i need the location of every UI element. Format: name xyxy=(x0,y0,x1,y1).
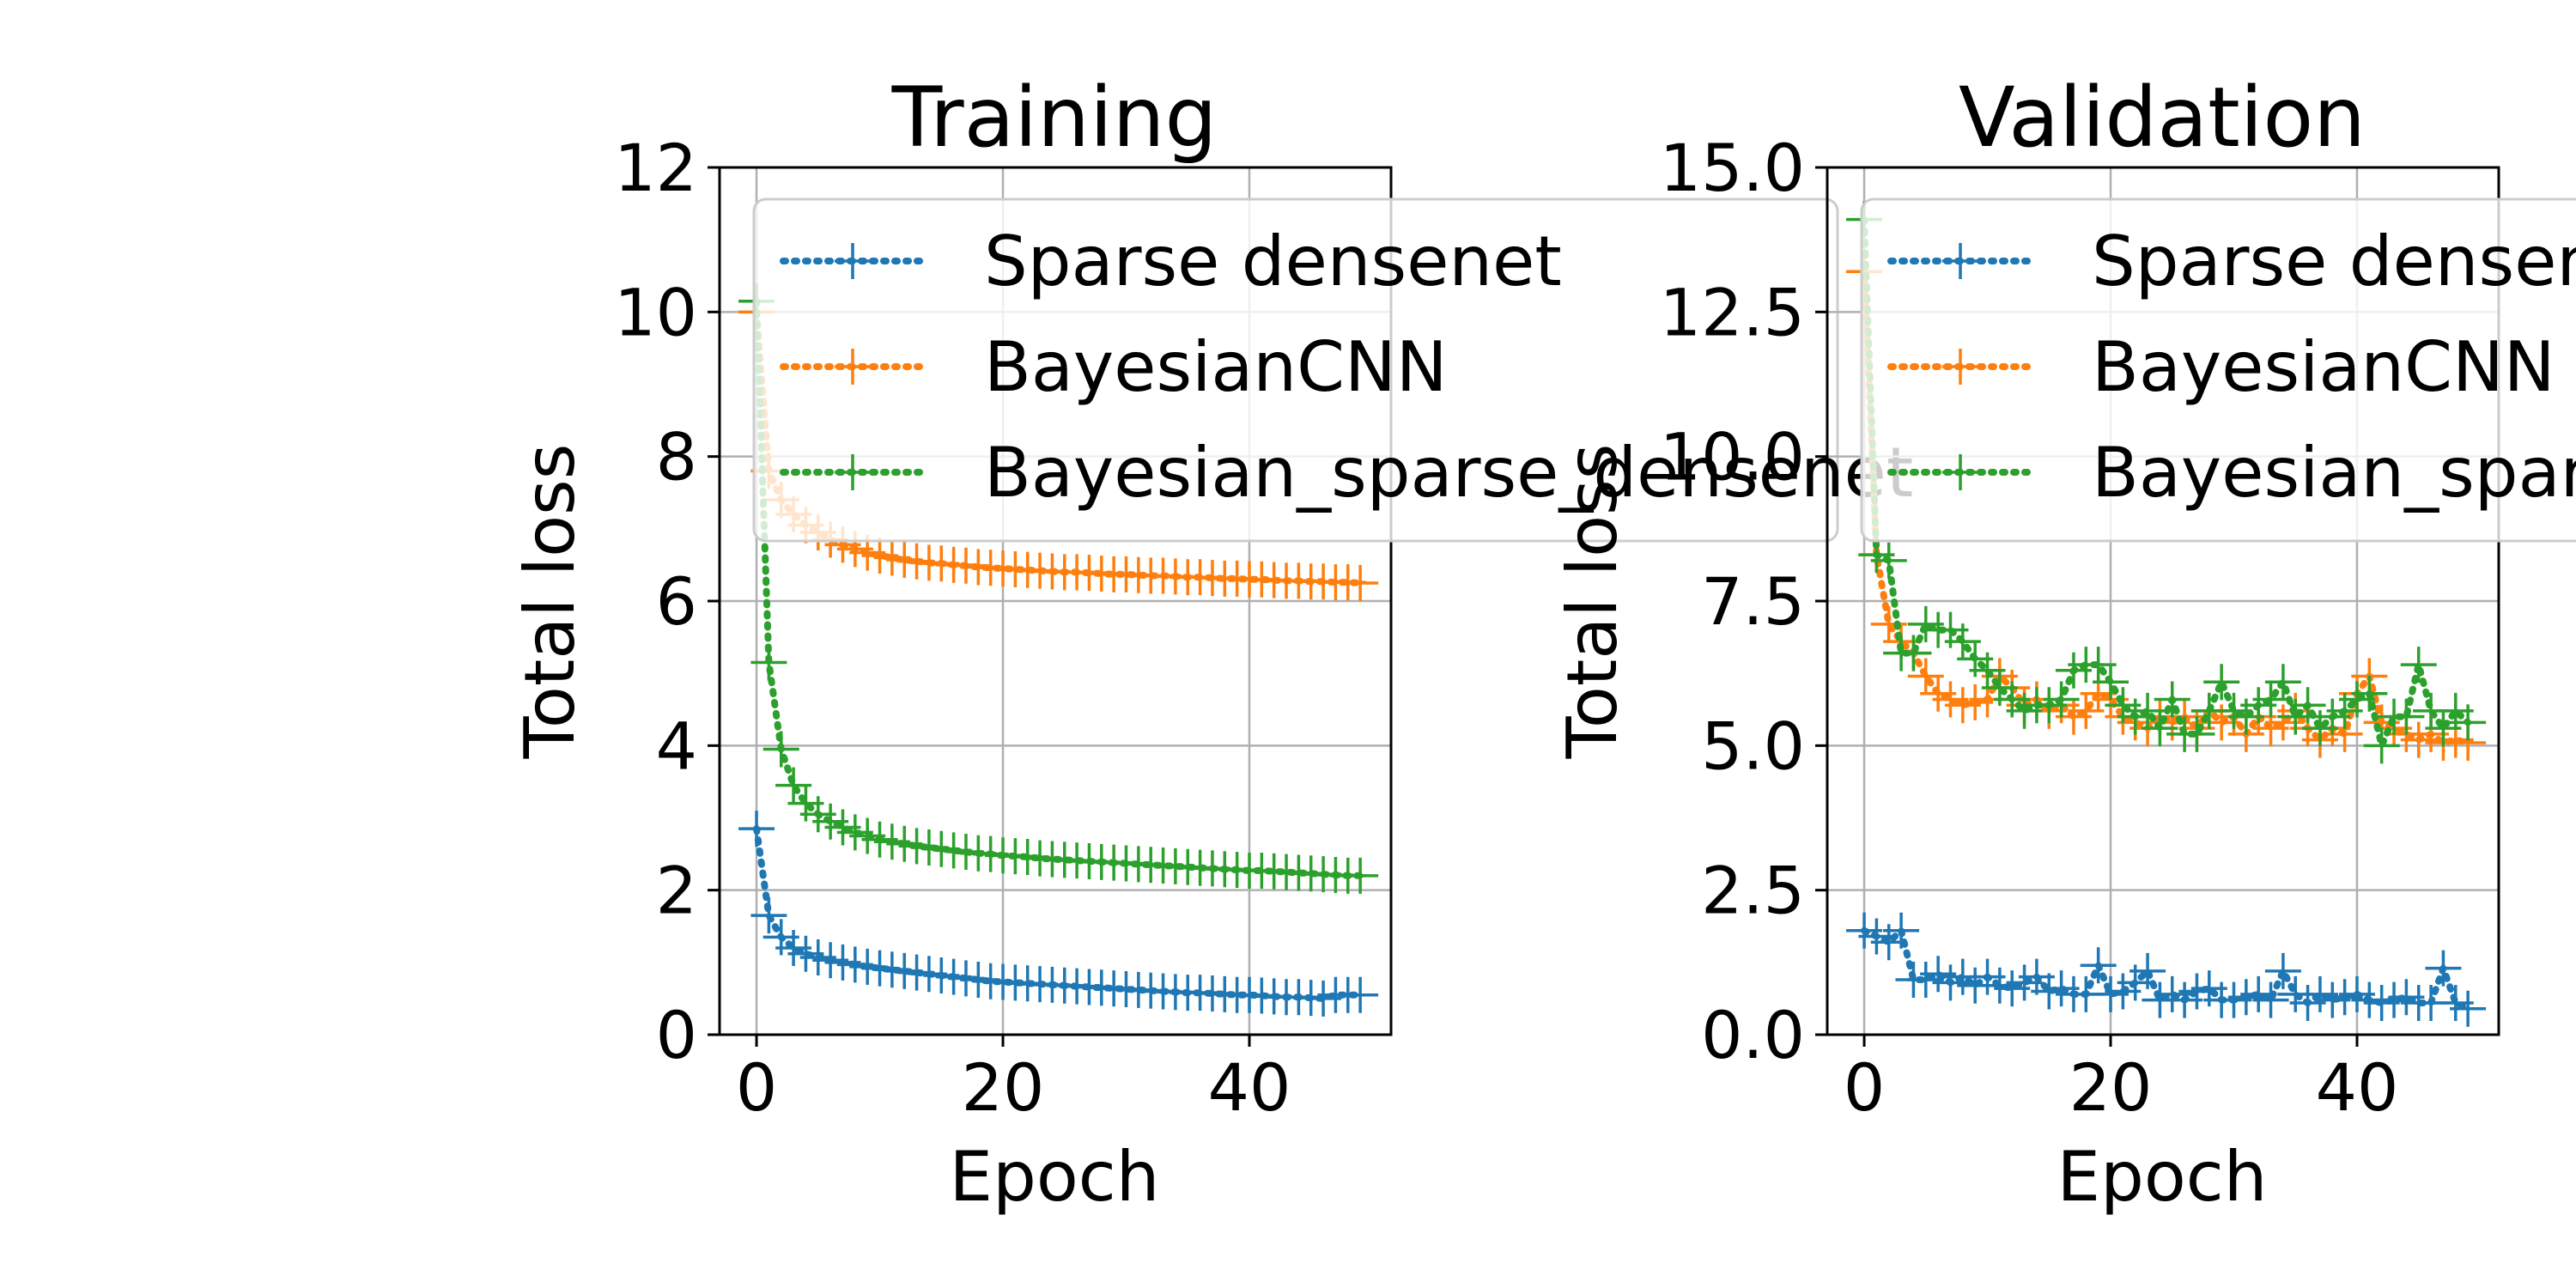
x-tick-label: 40 xyxy=(1208,1049,1291,1126)
y-tick-label: 10.0 xyxy=(1660,419,1805,495)
y-tick-label: 15.0 xyxy=(1660,130,1805,206)
data-point xyxy=(2351,675,2388,712)
y-axis-label: Total loss xyxy=(510,444,590,760)
data-point xyxy=(2178,715,2215,752)
data-point xyxy=(2450,990,2487,1027)
data-point xyxy=(2129,952,2166,989)
legend-label: Sparse densenet xyxy=(984,222,1562,301)
y-tick-label: 5.0 xyxy=(1701,708,1805,784)
data-point xyxy=(2363,727,2400,764)
series-0 xyxy=(738,811,1379,1017)
legend-marker xyxy=(1942,454,1978,490)
data-point xyxy=(1883,912,1920,949)
y-tick-label: 0 xyxy=(656,997,697,1073)
data-point xyxy=(2043,681,2080,718)
legend-label: BayesianCNN xyxy=(984,327,1448,407)
y-tick-label: 10 xyxy=(614,274,697,350)
data-point xyxy=(750,897,787,934)
data-point xyxy=(738,811,775,848)
y-tick-label: 7.5 xyxy=(1701,563,1805,640)
data-point xyxy=(2252,981,2289,1018)
y-tick-label: 0.0 xyxy=(1701,997,1805,1073)
x-tick-label: 0 xyxy=(1844,1049,1885,1126)
y-tick-label: 12 xyxy=(614,130,697,206)
series-2 xyxy=(738,283,1379,894)
y-tick-label: 6 xyxy=(656,563,697,640)
data-point xyxy=(2080,947,2117,984)
legend-marker xyxy=(835,349,871,385)
legend: Sparse densenet BayesianCNN Bayesian_spars… xyxy=(752,197,1913,543)
training-panel: Training Epoch Total loss 0 20 40 0 2 4 6 8 10 12… xyxy=(510,70,1913,1217)
chart-title: Training xyxy=(891,70,1218,166)
plot-area xyxy=(1846,201,2487,1027)
data-point xyxy=(2264,952,2301,989)
series-line xyxy=(753,825,1364,1002)
data-point xyxy=(1342,857,1379,894)
x-axis-label: Epoch xyxy=(2057,1137,2268,1217)
data-point xyxy=(2154,681,2190,718)
data-point xyxy=(2203,664,2240,701)
series-0 xyxy=(1846,912,2487,1027)
legend-label: Bayesian_sparse_densenet xyxy=(2092,433,2576,513)
data-point xyxy=(775,767,812,804)
data-point xyxy=(2093,664,2129,701)
data-point xyxy=(1342,564,1379,601)
data-point xyxy=(1870,542,1907,579)
data-point xyxy=(1342,976,1379,1013)
y-tick-label: 12.5 xyxy=(1660,274,1805,350)
legend-marker xyxy=(835,243,871,279)
data-point xyxy=(2289,687,2326,724)
y-tick-label: 4 xyxy=(656,708,697,784)
legend-box xyxy=(1860,197,2576,543)
series-2 xyxy=(1846,201,2487,764)
y-tick-label: 8 xyxy=(656,419,697,495)
data-point xyxy=(2264,664,2301,701)
y-tick-label: 2.5 xyxy=(1701,853,1805,929)
data-point xyxy=(762,731,799,768)
legend-box xyxy=(752,197,1839,543)
legend-marker xyxy=(1942,243,1978,279)
legend-marker xyxy=(835,454,871,490)
data-point xyxy=(2400,647,2437,683)
chart-title: Validation xyxy=(1959,70,2366,166)
x-tick-label: 20 xyxy=(962,1049,1045,1126)
data-point xyxy=(1895,635,1932,671)
x-axis-label: Epoch xyxy=(950,1137,1160,1217)
ticks: 0 20 40 0.0 2.5 5.0 7.5 10.0 12.5 15.0 xyxy=(1660,130,2399,1126)
x-tick-label: 20 xyxy=(2069,1049,2153,1126)
data-point xyxy=(2425,950,2462,987)
legend-marker xyxy=(1942,349,1978,385)
data-point xyxy=(2450,704,2487,741)
y-tick-label: 2 xyxy=(656,853,697,929)
legend-label: Bayesian_sparse_densenet xyxy=(984,433,1913,513)
x-tick-label: 40 xyxy=(2316,1049,2399,1126)
data-point xyxy=(750,644,787,681)
validation-panel: Validation Epoch Total loss 0 20 40 0.0 2.5 5… xyxy=(1552,70,2576,1217)
data-point xyxy=(2388,698,2425,735)
x-tick-label: 0 xyxy=(736,1049,777,1126)
data-point xyxy=(2142,710,2178,747)
ticks: 0 20 40 0 2 4 6 8 10 12 xyxy=(614,130,1291,1126)
legend-label: BayesianCNN xyxy=(2092,327,2555,407)
legend-label: Sparse densenet xyxy=(2092,222,2576,301)
y-axis-label: Total loss xyxy=(1552,444,1632,760)
legend: Sparse densenet BayesianCNN Bayesian_spars… xyxy=(1860,197,2576,543)
series-line xyxy=(1861,927,2472,1012)
